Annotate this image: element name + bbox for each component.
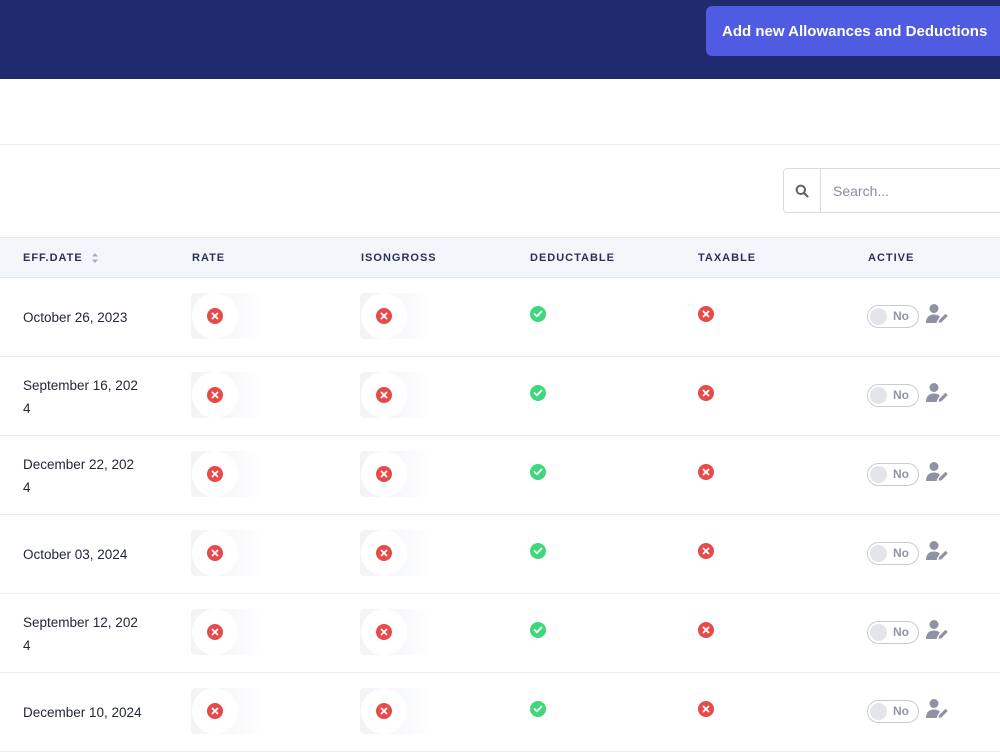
isongross-cell (360, 688, 432, 734)
sort-icon[interactable] (91, 252, 99, 264)
x-circle-icon (207, 624, 223, 640)
toggle-label: No (893, 704, 909, 718)
sub-header (0, 79, 1000, 145)
x-circle-icon (207, 308, 223, 324)
rate-cell (191, 688, 263, 734)
isongross-cell (360, 530, 432, 576)
table-row: October 03, 2024 No (0, 515, 1000, 594)
rate-indicator (192, 609, 238, 655)
rate-indicator (192, 293, 238, 339)
x-circle-icon (376, 703, 392, 719)
check-circle-icon (530, 543, 546, 559)
toggle-label: No (893, 546, 909, 560)
toggle-knob (870, 703, 887, 720)
user-edit-icon[interactable] (925, 698, 949, 720)
x-circle-icon (698, 543, 714, 559)
x-circle-icon (207, 545, 223, 561)
isongross-indicator (361, 609, 407, 655)
eff-date-cell: October 03, 2024 (23, 547, 128, 562)
add-allowances-deductions-button[interactable]: Add new Allowances and Deductions (706, 6, 1000, 56)
user-edit-icon[interactable] (925, 382, 949, 404)
toggle-knob (870, 308, 887, 325)
active-toggle[interactable]: No (867, 463, 919, 486)
rate-cell (191, 451, 263, 497)
column-header-rate: RATE (192, 251, 226, 264)
rate-indicator (192, 372, 238, 418)
toggle-label: No (893, 309, 909, 323)
x-circle-icon (376, 387, 392, 403)
column-header-isongross: ISONGROSS (361, 251, 437, 264)
column-label: EFF.DATE (23, 251, 83, 264)
isongross-cell (360, 293, 432, 339)
x-circle-icon (698, 385, 714, 401)
column-header-taxable: TAXABLE (698, 251, 757, 264)
toggle-knob (870, 624, 887, 641)
rate-indicator (192, 530, 238, 576)
x-circle-icon (698, 622, 714, 638)
active-toggle[interactable]: No (867, 700, 919, 723)
active-toggle[interactable]: No (867, 305, 919, 328)
eff-date-cell: December 22, 202 4 (23, 456, 135, 495)
rate-cell (191, 293, 263, 339)
rate-indicator (192, 451, 238, 497)
toggle-label: No (893, 625, 909, 639)
x-circle-icon (207, 703, 223, 719)
toggle-label: No (893, 388, 909, 402)
isongross-cell (360, 609, 432, 655)
column-header-eff-date[interactable]: EFF.DATE (23, 238, 99, 277)
search-input[interactable] (821, 169, 1000, 212)
isongross-indicator (361, 451, 407, 497)
toggle-knob (870, 466, 887, 483)
table-row: December 10, 2024 No (0, 673, 1000, 752)
search-icon[interactable] (784, 169, 821, 212)
isongross-indicator (361, 372, 407, 418)
top-bar: Add new Allowances and Deductions (0, 0, 1000, 79)
table-row: December 22, 202 4 No (0, 436, 1000, 515)
eff-date-cell: October 26, 2023 (23, 310, 128, 325)
active-toggle[interactable]: No (867, 621, 919, 644)
x-circle-icon (376, 308, 392, 324)
x-circle-icon (698, 464, 714, 480)
x-circle-icon (376, 624, 392, 640)
active-toggle[interactable]: No (867, 542, 919, 565)
search-box (783, 168, 1000, 213)
eff-date-cell: September 12, 202 4 (23, 614, 138, 653)
table-row: September 16, 202 4 No (0, 357, 1000, 436)
check-circle-icon (530, 464, 546, 480)
isongross-cell (360, 372, 432, 418)
user-edit-icon[interactable] (925, 303, 949, 325)
table-header: EFF.DATE RATE ISONGROSS DEDUCTABLE TAXAB… (0, 237, 1000, 278)
x-circle-icon (376, 466, 392, 482)
isongross-indicator (361, 293, 407, 339)
user-edit-icon[interactable] (925, 461, 949, 483)
rate-indicator (192, 688, 238, 734)
rate-cell (191, 372, 263, 418)
rate-cell (191, 609, 263, 655)
x-circle-icon (207, 387, 223, 403)
toggle-label: No (893, 467, 909, 481)
x-circle-icon (376, 545, 392, 561)
isongross-indicator (361, 688, 407, 734)
toggle-knob (870, 545, 887, 562)
x-circle-icon (698, 306, 714, 322)
check-circle-icon (530, 385, 546, 401)
table-row: October 26, 2023 No (0, 278, 1000, 357)
isongross-indicator (361, 530, 407, 576)
user-edit-icon[interactable] (925, 619, 949, 641)
x-circle-icon (207, 466, 223, 482)
x-circle-icon (698, 701, 714, 717)
check-circle-icon (530, 622, 546, 638)
eff-date-cell: December 10, 2024 (23, 705, 142, 720)
column-header-deductable: DEDUCTABLE (530, 251, 615, 264)
check-circle-icon (530, 701, 546, 717)
check-circle-icon (530, 306, 546, 322)
column-header-active: ACTIVE (868, 251, 915, 264)
active-toggle[interactable]: No (867, 384, 919, 407)
rate-cell (191, 530, 263, 576)
toggle-knob (870, 387, 887, 404)
eff-date-cell: September 16, 202 4 (23, 377, 138, 416)
table-row: September 12, 202 4 No (0, 594, 1000, 673)
user-edit-icon[interactable] (925, 540, 949, 562)
isongross-cell (360, 451, 432, 497)
